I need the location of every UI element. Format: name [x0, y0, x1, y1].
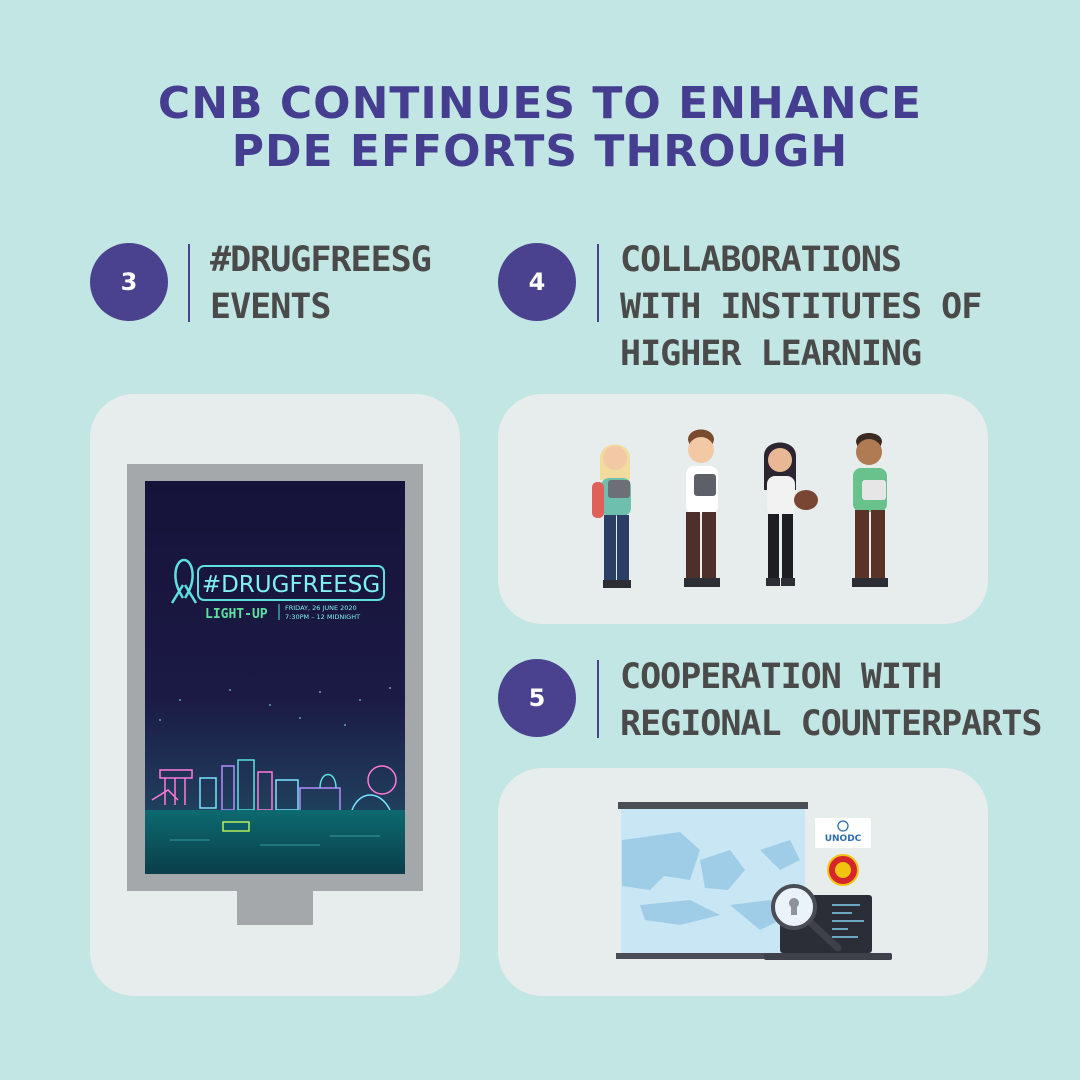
title-line-1: CNB CONTINUES TO ENHANCE — [157, 78, 923, 129]
lightbox-stand — [237, 885, 313, 925]
heading-line: EVENTS — [210, 287, 331, 327]
heading-collaborations: COLLABORATIONS WITH INSTITUTES OF HIGHER… — [620, 237, 982, 378]
page-title: CNB CONTINUES TO ENHANCE PDE EFFORTS THR… — [0, 80, 1080, 176]
student-4 — [852, 433, 888, 587]
heading-line: HIGHER LEARNING — [620, 334, 922, 374]
unodc-logo — [815, 818, 871, 848]
awareness-ribbon-icon — [170, 558, 198, 604]
heading-drugfreesg-events: #DRUGFREESG EVENTS — [210, 237, 432, 331]
board-bottom — [616, 953, 810, 959]
number-badge-4: 4 — [498, 243, 576, 321]
number-badge-5: 5 — [498, 659, 576, 737]
students-illustration — [592, 429, 888, 588]
heading-line: COLLABORATIONS — [620, 240, 902, 280]
heading-line: COOPERATION WITH — [620, 657, 942, 697]
student-1 — [592, 444, 631, 588]
poster-date: FRIDAY, 26 JUNE 2020 — [285, 604, 357, 612]
unodc-label: UNODC — [825, 834, 862, 844]
poster-water — [145, 810, 405, 874]
poster-background — [145, 481, 405, 874]
neon-skyline — [151, 759, 397, 811]
divider — [188, 244, 190, 322]
student-3 — [764, 442, 818, 586]
heading-line: #DRUGFREESG — [210, 240, 432, 280]
heading-line: REGIONAL COUNTERPARTS — [620, 704, 1043, 744]
number-badge-3: 3 — [90, 243, 168, 321]
poster-stars — [159, 687, 391, 726]
poster-hashtag: #DRUGFREESG — [202, 572, 380, 598]
badge-number: 3 — [120, 268, 138, 296]
divider — [597, 660, 599, 738]
title-line-2: PDE EFFORTS THROUGH — [231, 126, 849, 177]
map-landmass — [622, 832, 800, 930]
poster-subtitle: LIGHT-UP — [205, 607, 268, 622]
board-top — [618, 802, 808, 809]
poster-time: 7:30PM – 12 MIDNIGHT — [285, 613, 360, 621]
divider — [597, 244, 599, 322]
cooperation-illustration: UNODC — [616, 802, 892, 960]
student-2 — [684, 429, 720, 587]
heading-line: WITH INSTITUTES OF — [620, 287, 982, 327]
boat — [222, 821, 250, 832]
students-card — [498, 394, 988, 624]
hashtag-frame — [197, 565, 385, 601]
badge-number: 4 — [528, 268, 546, 296]
badge-number: 5 — [528, 684, 546, 712]
heading-cooperation: COOPERATION WITH REGIONAL COUNTERPARTS — [620, 654, 1043, 748]
magnifying-glass-icon — [771, 884, 842, 952]
lightbox-poster: #DRUGFREESG LIGHT-UP FRIDAY, 26 JUNE 202… — [127, 464, 423, 925]
